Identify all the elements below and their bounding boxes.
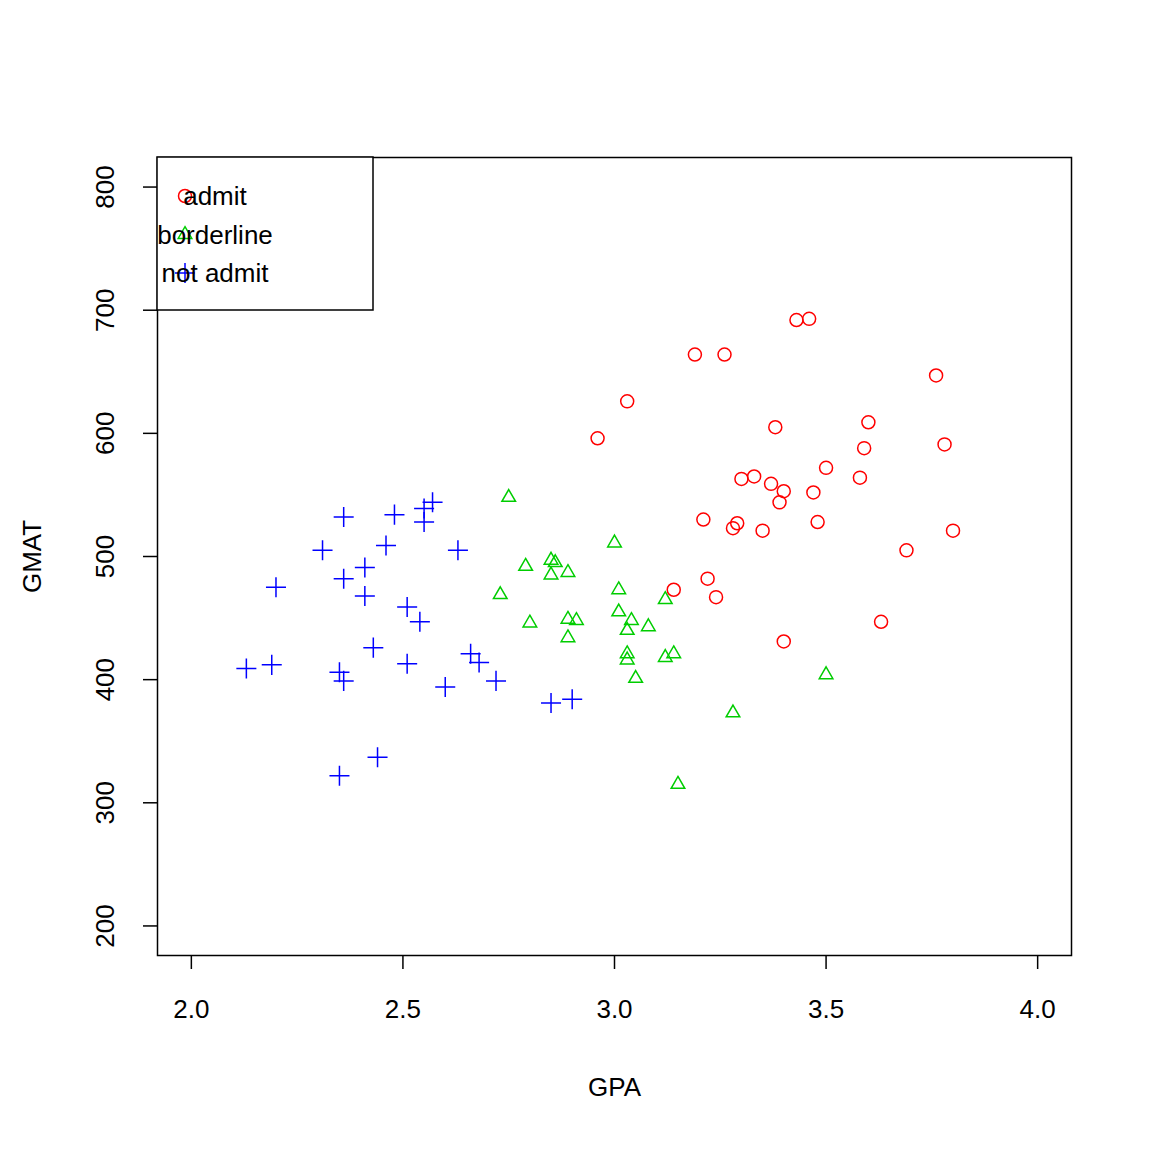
svg-text:200: 200 xyxy=(90,904,120,947)
svg-text:not admit: not admit xyxy=(162,258,270,288)
svg-text:2.5: 2.5 xyxy=(385,994,421,1024)
svg-text:2.0: 2.0 xyxy=(173,994,209,1024)
svg-text:800: 800 xyxy=(90,165,120,208)
svg-text:borderline: borderline xyxy=(157,220,273,250)
svg-text:4.0: 4.0 xyxy=(1020,994,1056,1024)
svg-text:400: 400 xyxy=(90,658,120,701)
svg-text:300: 300 xyxy=(90,781,120,824)
svg-text:GMAT: GMAT xyxy=(17,520,47,593)
svg-text:GPA: GPA xyxy=(588,1072,642,1102)
svg-text:3.5: 3.5 xyxy=(808,994,844,1024)
svg-text:3.0: 3.0 xyxy=(596,994,632,1024)
svg-text:500: 500 xyxy=(90,535,120,578)
svg-text:600: 600 xyxy=(90,412,120,455)
svg-text:admit: admit xyxy=(183,181,247,211)
svg-text:700: 700 xyxy=(90,289,120,332)
